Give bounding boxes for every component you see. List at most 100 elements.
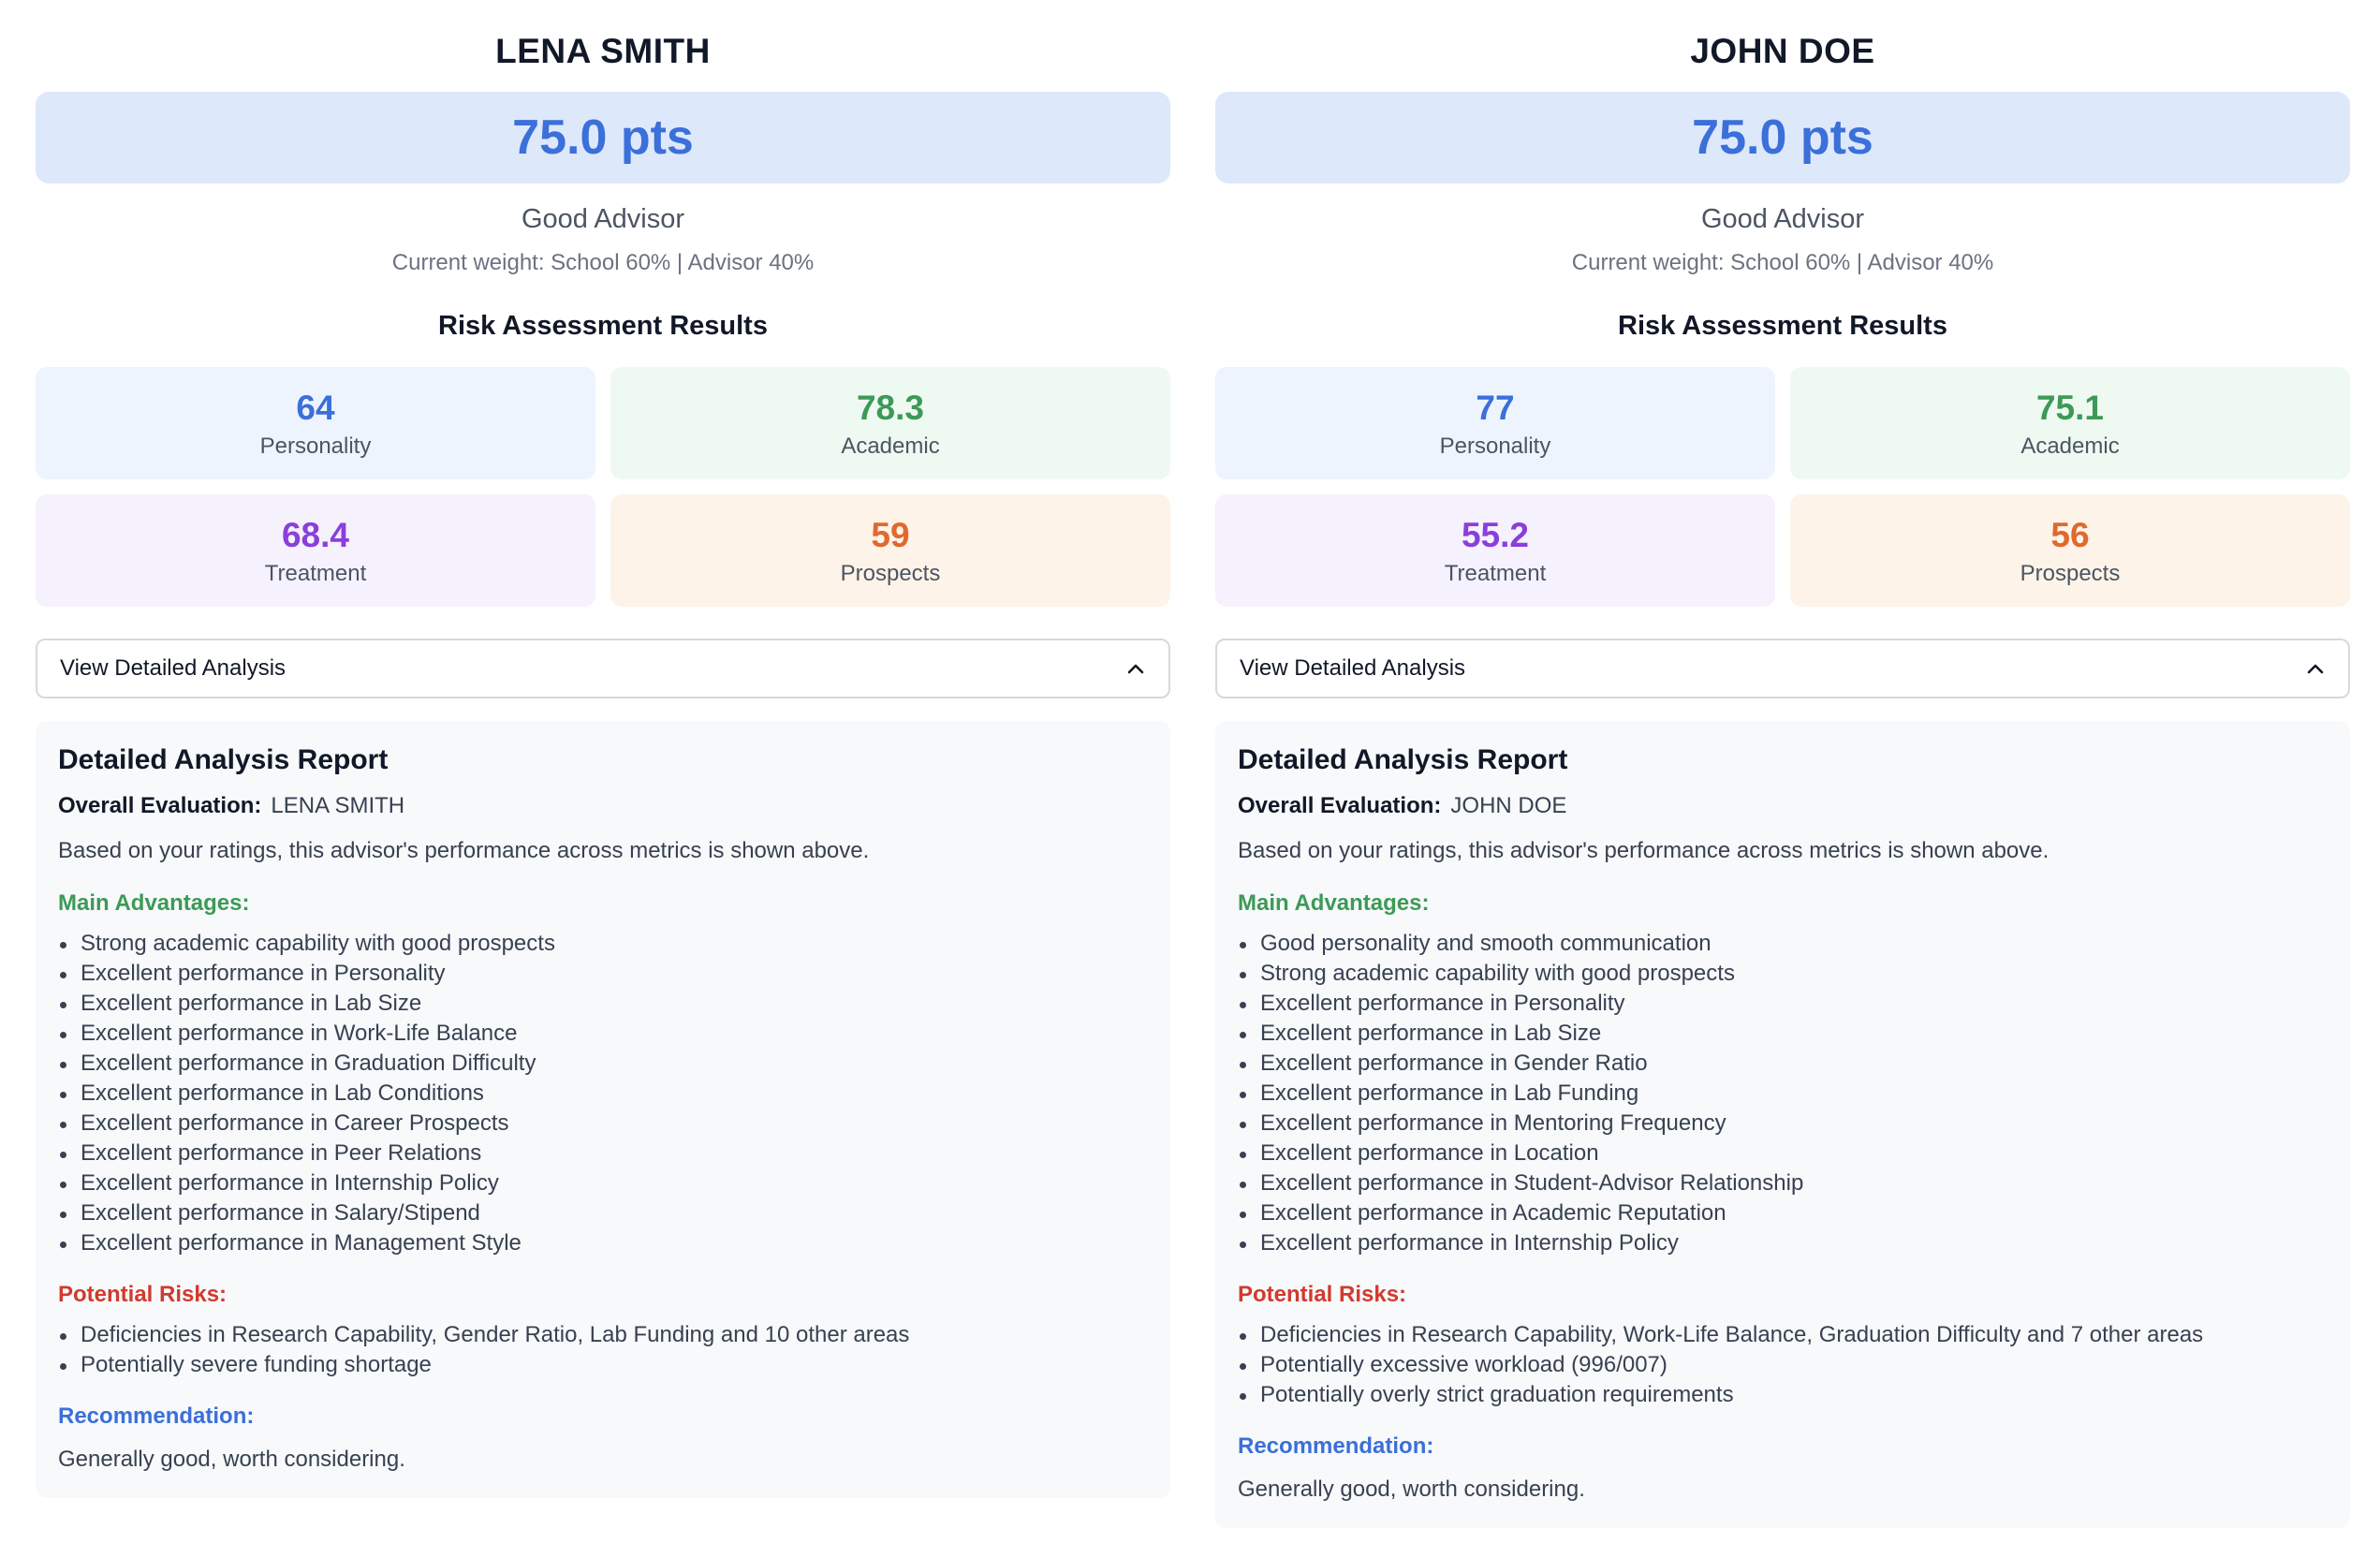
risk-assessment-title: Risk Assessment Results bbox=[438, 311, 768, 341]
metric-label: Prospects bbox=[2020, 561, 2121, 586]
list-item: Good personality and smooth communicatio… bbox=[1238, 929, 2328, 959]
metrics-grid: 77 Personality 75.1 Academic 55.2 Treatm… bbox=[1215, 367, 2350, 607]
overall-label: Overall Evaluation bbox=[1238, 793, 1434, 818]
recommendation-text: Generally good, worth considering. bbox=[58, 1447, 405, 1472]
metric-label: Personality bbox=[259, 434, 372, 459]
list-item: Deficiencies in Research Capability, Gen… bbox=[58, 1320, 1148, 1350]
toggle-label: View Detailed Analysis bbox=[1240, 655, 1466, 681]
metric-treatment: 55.2 Treatment bbox=[1215, 494, 1775, 607]
risks-heading: Potential Risks: bbox=[58, 1282, 228, 1307]
list-item: Excellent performance in Personality bbox=[1238, 989, 2328, 1019]
detailed-analysis-report: Detailed Analysis Report Overall Evaluat… bbox=[1215, 721, 2350, 1528]
list-item: Excellent performance in Peer Relations bbox=[58, 1139, 1148, 1168]
list-item: Excellent performance in Lab Size bbox=[58, 989, 1148, 1019]
total-score: 75.0 pts bbox=[512, 110, 694, 165]
metric-label: Treatment bbox=[264, 561, 367, 586]
metric-value: 78.3 bbox=[856, 389, 924, 427]
advisor-grade: Good Advisor bbox=[521, 204, 685, 234]
metric-value: 56 bbox=[2050, 516, 2090, 554]
weight-text: Current weight: School 60% | Advisor 40% bbox=[1571, 250, 1994, 275]
metric-value: 59 bbox=[871, 516, 910, 554]
risks-list: Deficiencies in Research Capability, Gen… bbox=[58, 1320, 1148, 1380]
advantages-heading: Main Advantages: bbox=[58, 890, 250, 916]
risks-list: Deficiencies in Research Capability, Wor… bbox=[1238, 1320, 2328, 1410]
advisor-grade: Good Advisor bbox=[1700, 204, 1865, 234]
metric-value: 55.2 bbox=[1461, 516, 1529, 554]
metric-personality: 64 Personality bbox=[36, 367, 595, 479]
list-item: Potentially overly strict graduation req… bbox=[1238, 1380, 2328, 1410]
advisor-card-0: LENA SMITH 75.0 pts Good Advisor Current… bbox=[36, 0, 1170, 1543]
advantages-list: Good personality and smooth communicatio… bbox=[1238, 929, 2328, 1258]
chevron-up-icon bbox=[2305, 658, 2326, 679]
list-item: Excellent performance in Management Styl… bbox=[58, 1228, 1148, 1258]
score-panel: 75.0 pts bbox=[1215, 92, 2350, 184]
score-panel: 75.0 pts bbox=[36, 92, 1170, 184]
list-item: Excellent performance in Lab Conditions bbox=[58, 1079, 1148, 1109]
overall-evaluation: Overall Evaluation: JOHN DOE bbox=[1238, 790, 2328, 822]
advantages-heading: Main Advantages: bbox=[1238, 890, 1430, 916]
list-item: Excellent performance in Location bbox=[1238, 1139, 2328, 1168]
list-item: Excellent performance in Internship Poli… bbox=[1238, 1228, 2328, 1258]
list-item: Excellent performance in Salary/Stipend bbox=[58, 1198, 1148, 1228]
list-item: Excellent performance in Personality bbox=[58, 959, 1148, 989]
list-item: Excellent performance in Academic Reputa… bbox=[1238, 1198, 2328, 1228]
chevron-up-icon bbox=[1125, 658, 1146, 679]
recommendation-text: Generally good, worth considering. bbox=[1238, 1477, 1585, 1502]
list-item: Excellent performance in Lab Funding bbox=[1238, 1079, 2328, 1109]
list-item: Excellent performance in Graduation Diff… bbox=[58, 1049, 1148, 1079]
list-item: Excellent performance in Work-Life Balan… bbox=[58, 1019, 1148, 1049]
metrics-grid: 64 Personality 78.3 Academic 68.4 Treatm… bbox=[36, 367, 1170, 607]
metric-label: Personality bbox=[1439, 434, 1551, 459]
overall-evaluation: Overall Evaluation: LENA SMITH bbox=[58, 790, 1148, 822]
risks-heading: Potential Risks: bbox=[1238, 1282, 1407, 1307]
metric-label: Academic bbox=[2020, 434, 2120, 459]
report-title: Detailed Analysis Report bbox=[1238, 744, 1568, 775]
list-item: Deficiencies in Research Capability, Wor… bbox=[1238, 1320, 2328, 1350]
overall-value: LENA SMITH bbox=[271, 793, 405, 818]
metric-value: 68.4 bbox=[281, 516, 349, 554]
recommendation-heading: Recommendation: bbox=[58, 1403, 255, 1429]
risk-assessment-title: Risk Assessment Results bbox=[1618, 311, 1947, 341]
metric-value: 77 bbox=[1476, 389, 1515, 427]
report-description: Based on your ratings, this advisor's pe… bbox=[1238, 838, 2049, 863]
report-title: Detailed Analysis Report bbox=[58, 744, 389, 775]
overall-separator: : bbox=[1433, 793, 1442, 818]
toggle-label: View Detailed Analysis bbox=[60, 655, 286, 681]
list-item: Strong academic capability with good pro… bbox=[1238, 959, 2328, 989]
list-item: Strong academic capability with good pro… bbox=[58, 929, 1148, 959]
list-item: Excellent performance in Gender Ratio bbox=[1238, 1049, 2328, 1079]
detailed-analysis-report: Detailed Analysis Report Overall Evaluat… bbox=[36, 721, 1170, 1498]
overall-separator: : bbox=[254, 793, 262, 818]
metric-label: Prospects bbox=[840, 561, 941, 586]
metric-personality: 77 Personality bbox=[1215, 367, 1775, 479]
list-item: Excellent performance in Internship Poli… bbox=[58, 1168, 1148, 1198]
metric-academic: 78.3 Academic bbox=[610, 367, 1170, 479]
list-item: Potentially excessive workload (996/007) bbox=[1238, 1350, 2328, 1380]
weight-text: Current weight: School 60% | Advisor 40% bbox=[391, 250, 815, 275]
view-detailed-analysis-toggle[interactable]: View Detailed Analysis bbox=[36, 639, 1170, 698]
advisor-card-1: JOHN DOE 75.0 pts Good Advisor Current w… bbox=[1215, 0, 2350, 1543]
advisor-name: LENA SMITH bbox=[495, 32, 711, 70]
metric-value: 64 bbox=[296, 389, 335, 427]
metric-label: Treatment bbox=[1444, 561, 1547, 586]
report-description: Based on your ratings, this advisor's pe… bbox=[58, 838, 870, 863]
recommendation-heading: Recommendation: bbox=[1238, 1433, 1434, 1459]
view-detailed-analysis-toggle[interactable]: View Detailed Analysis bbox=[1215, 639, 2350, 698]
list-item: Excellent performance in Lab Size bbox=[1238, 1019, 2328, 1049]
metric-label: Academic bbox=[841, 434, 940, 459]
list-item: Excellent performance in Mentoring Frequ… bbox=[1238, 1109, 2328, 1139]
metric-academic: 75.1 Academic bbox=[1790, 367, 2350, 479]
advantages-list: Strong academic capability with good pro… bbox=[58, 929, 1148, 1258]
overall-value: JOHN DOE bbox=[1450, 793, 1567, 818]
metric-value: 75.1 bbox=[2035, 389, 2104, 427]
metric-treatment: 68.4 Treatment bbox=[36, 494, 595, 607]
list-item: Potentially severe funding shortage bbox=[58, 1350, 1148, 1380]
list-item: Excellent performance in Student-Advisor… bbox=[1238, 1168, 2328, 1198]
total-score: 75.0 pts bbox=[1692, 110, 1873, 165]
metric-prospects: 59 Prospects bbox=[610, 494, 1170, 607]
overall-label: Overall Evaluation bbox=[58, 793, 255, 818]
advisor-name: JOHN DOE bbox=[1690, 32, 1875, 70]
metric-prospects: 56 Prospects bbox=[1790, 494, 2350, 607]
list-item: Excellent performance in Career Prospect… bbox=[58, 1109, 1148, 1139]
